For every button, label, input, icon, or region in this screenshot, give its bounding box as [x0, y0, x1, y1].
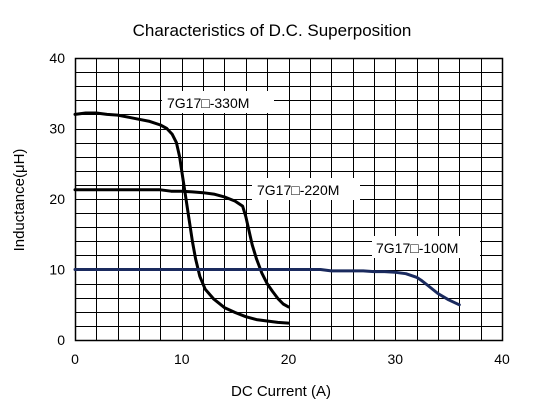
series-label-220m: 7G17□-220M	[257, 182, 339, 198]
series-lines	[73, 111, 461, 325]
series-label-bg-100m	[372, 236, 480, 258]
y-tick-label: 40	[49, 50, 65, 66]
y-axis-label: Inductance(μH)	[11, 149, 28, 252]
x-tick-label: 10	[174, 351, 190, 367]
x-tick-label: 20	[281, 351, 297, 367]
y-tick-label: 20	[49, 191, 65, 207]
series-label-100m: 7G17□-100M	[376, 240, 458, 256]
y-tick-label: 30	[49, 121, 65, 137]
series-label-bg-330m	[162, 91, 274, 113]
x-tick-label: 0	[71, 351, 79, 367]
series-line-0	[73, 111, 290, 325]
x-tick-label: 30	[387, 351, 403, 367]
y-tick-label: 0	[57, 332, 65, 348]
series-label-330m: 7G17□-330M	[167, 95, 249, 111]
x-tick-labels: 0 10 20 30 40	[71, 351, 510, 367]
y-tick-labels: 0 10 20 30 40	[49, 50, 65, 348]
y-tick-label: 10	[49, 262, 65, 278]
series-label-bg-220m	[252, 178, 360, 200]
x-tick-label: 40	[494, 351, 510, 367]
chart-title: Characteristics of D.C. Superposition	[133, 21, 412, 40]
series-line-1	[73, 188, 290, 309]
plot-border	[74, 57, 504, 342]
x-axis-label: DC Current (A)	[231, 383, 331, 400]
series-line-2	[73, 268, 461, 307]
